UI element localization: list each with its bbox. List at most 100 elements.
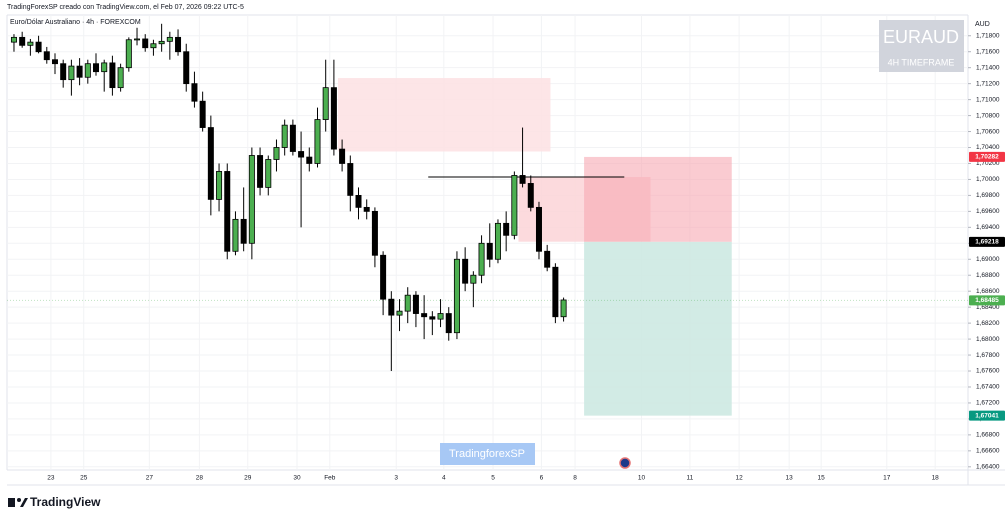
candle-body [322,87,329,120]
candle-body [248,155,255,244]
candle-body [191,83,198,102]
y-tick-label: 1,69600 [976,208,1000,215]
candle-body [544,250,551,268]
candle-body [462,258,469,284]
candle-body [339,148,346,164]
y-tick-label: 1,68000 [976,336,1000,343]
candles [10,23,567,372]
y-tick-label: 1,70400 [976,144,1000,151]
x-tick-label: 28 [196,475,204,482]
chart-subtitle: TradingForexSP creado con TradingView.co… [7,4,244,11]
brand-name: TradingView [30,495,101,509]
y-tick-label: 1,71200 [976,80,1000,87]
entry-tag-label: 1,69218 [975,239,999,246]
candle-body [552,266,559,318]
stop-tag-box [969,151,1005,162]
position-risk [584,156,732,242]
x-tick-label: 17 [883,475,891,482]
x-tick-label: 25 [80,475,88,482]
candle-body [60,63,67,81]
candle-body [27,41,34,46]
candle-body [478,242,485,276]
candle-body [281,124,288,148]
candle-body [289,124,296,152]
candle-body [412,294,419,314]
y-tick-label: 1,71600 [976,48,1000,55]
candle-body [117,67,124,89]
candle-body [125,39,132,69]
candle-body [404,294,411,312]
candle-body [35,41,42,53]
y-tick-label: 1,71000 [976,96,1000,103]
y-tick-label: 1,69400 [976,224,1000,231]
candle-body [347,163,354,196]
y-tick-label: 1,70000 [976,176,1000,183]
candle-body [298,151,305,158]
candle-body [421,313,428,318]
candle-body [158,40,165,45]
candle-body [43,51,50,61]
logo-bar [8,498,15,507]
candle-body [445,313,452,334]
target-tag-label: 1,67041 [975,412,999,419]
axes: 1,71800 1,71600 1,71400 1,71200 1,71000 1,708… [47,32,1005,482]
y-tick-label: 1,68600 [976,288,1000,295]
candle-body [10,36,17,43]
zone [337,78,551,152]
y-tick-label: 1,67200 [976,400,1000,407]
watermark-symbol: EURAUD [883,27,959,47]
y-tick-label: 1,67400 [976,384,1000,391]
candle-body [314,119,321,164]
chart-title: Euro/Dólar Australiano · 4h · FOREXCOM [10,19,141,26]
candle-body [527,183,534,208]
y-tick-label: 1,68800 [976,272,1000,279]
x-tick-label: 30 [293,475,301,482]
candle-body [560,299,567,318]
watermark-timeframe: 4H TIMEFRAME [888,57,955,67]
position-reward [584,241,732,416]
drawings [7,78,968,416]
y-tick-label: 1,70200 [976,160,1000,167]
candle-body [470,274,477,284]
x-tick-label: 27 [146,475,154,482]
candle-body [273,147,280,160]
candle-body [19,36,26,46]
candle-body [109,62,116,89]
currency-label: AUD [975,21,990,28]
x-tick-label: 15 [818,475,826,482]
annotation-text: TradingforexSP [449,448,525,460]
x-tick-label: 18 [932,475,940,482]
y-tick-label: 1,67800 [976,352,1000,359]
candle-body [166,36,173,42]
candle-body [76,65,83,78]
candle-body [257,155,264,188]
y-tick-label: 1,68400 [976,304,1000,311]
watermark-box [879,20,964,72]
y-tick-label: 1,70600 [976,128,1000,135]
candle-body [429,316,436,320]
event-flag[interactable] [619,457,631,469]
candle-body [437,313,444,320]
x-tick-label: Feb [324,475,336,482]
candle-body [494,222,501,260]
y-tick-label: 1,69000 [976,256,1000,263]
x-tick-label: 5 [491,475,495,482]
candle-body [216,171,223,200]
target-tag-box [969,410,1005,421]
last-price-tag-box [969,295,1005,306]
candle-body [535,206,542,252]
candle-body [150,43,157,49]
candle-body [519,175,526,184]
x-tick-label: 6 [540,475,544,482]
candle-body [142,38,149,49]
candle-body [101,62,108,73]
candle-body [175,36,182,53]
logo-slash [20,498,28,507]
x-tick-label: 23 [47,475,55,482]
entry-tag-box [969,236,1005,247]
candle-body [453,258,460,334]
candle-body [388,298,395,316]
candle-body [224,171,231,252]
stop-tag-label: 1,70282 [975,154,999,161]
